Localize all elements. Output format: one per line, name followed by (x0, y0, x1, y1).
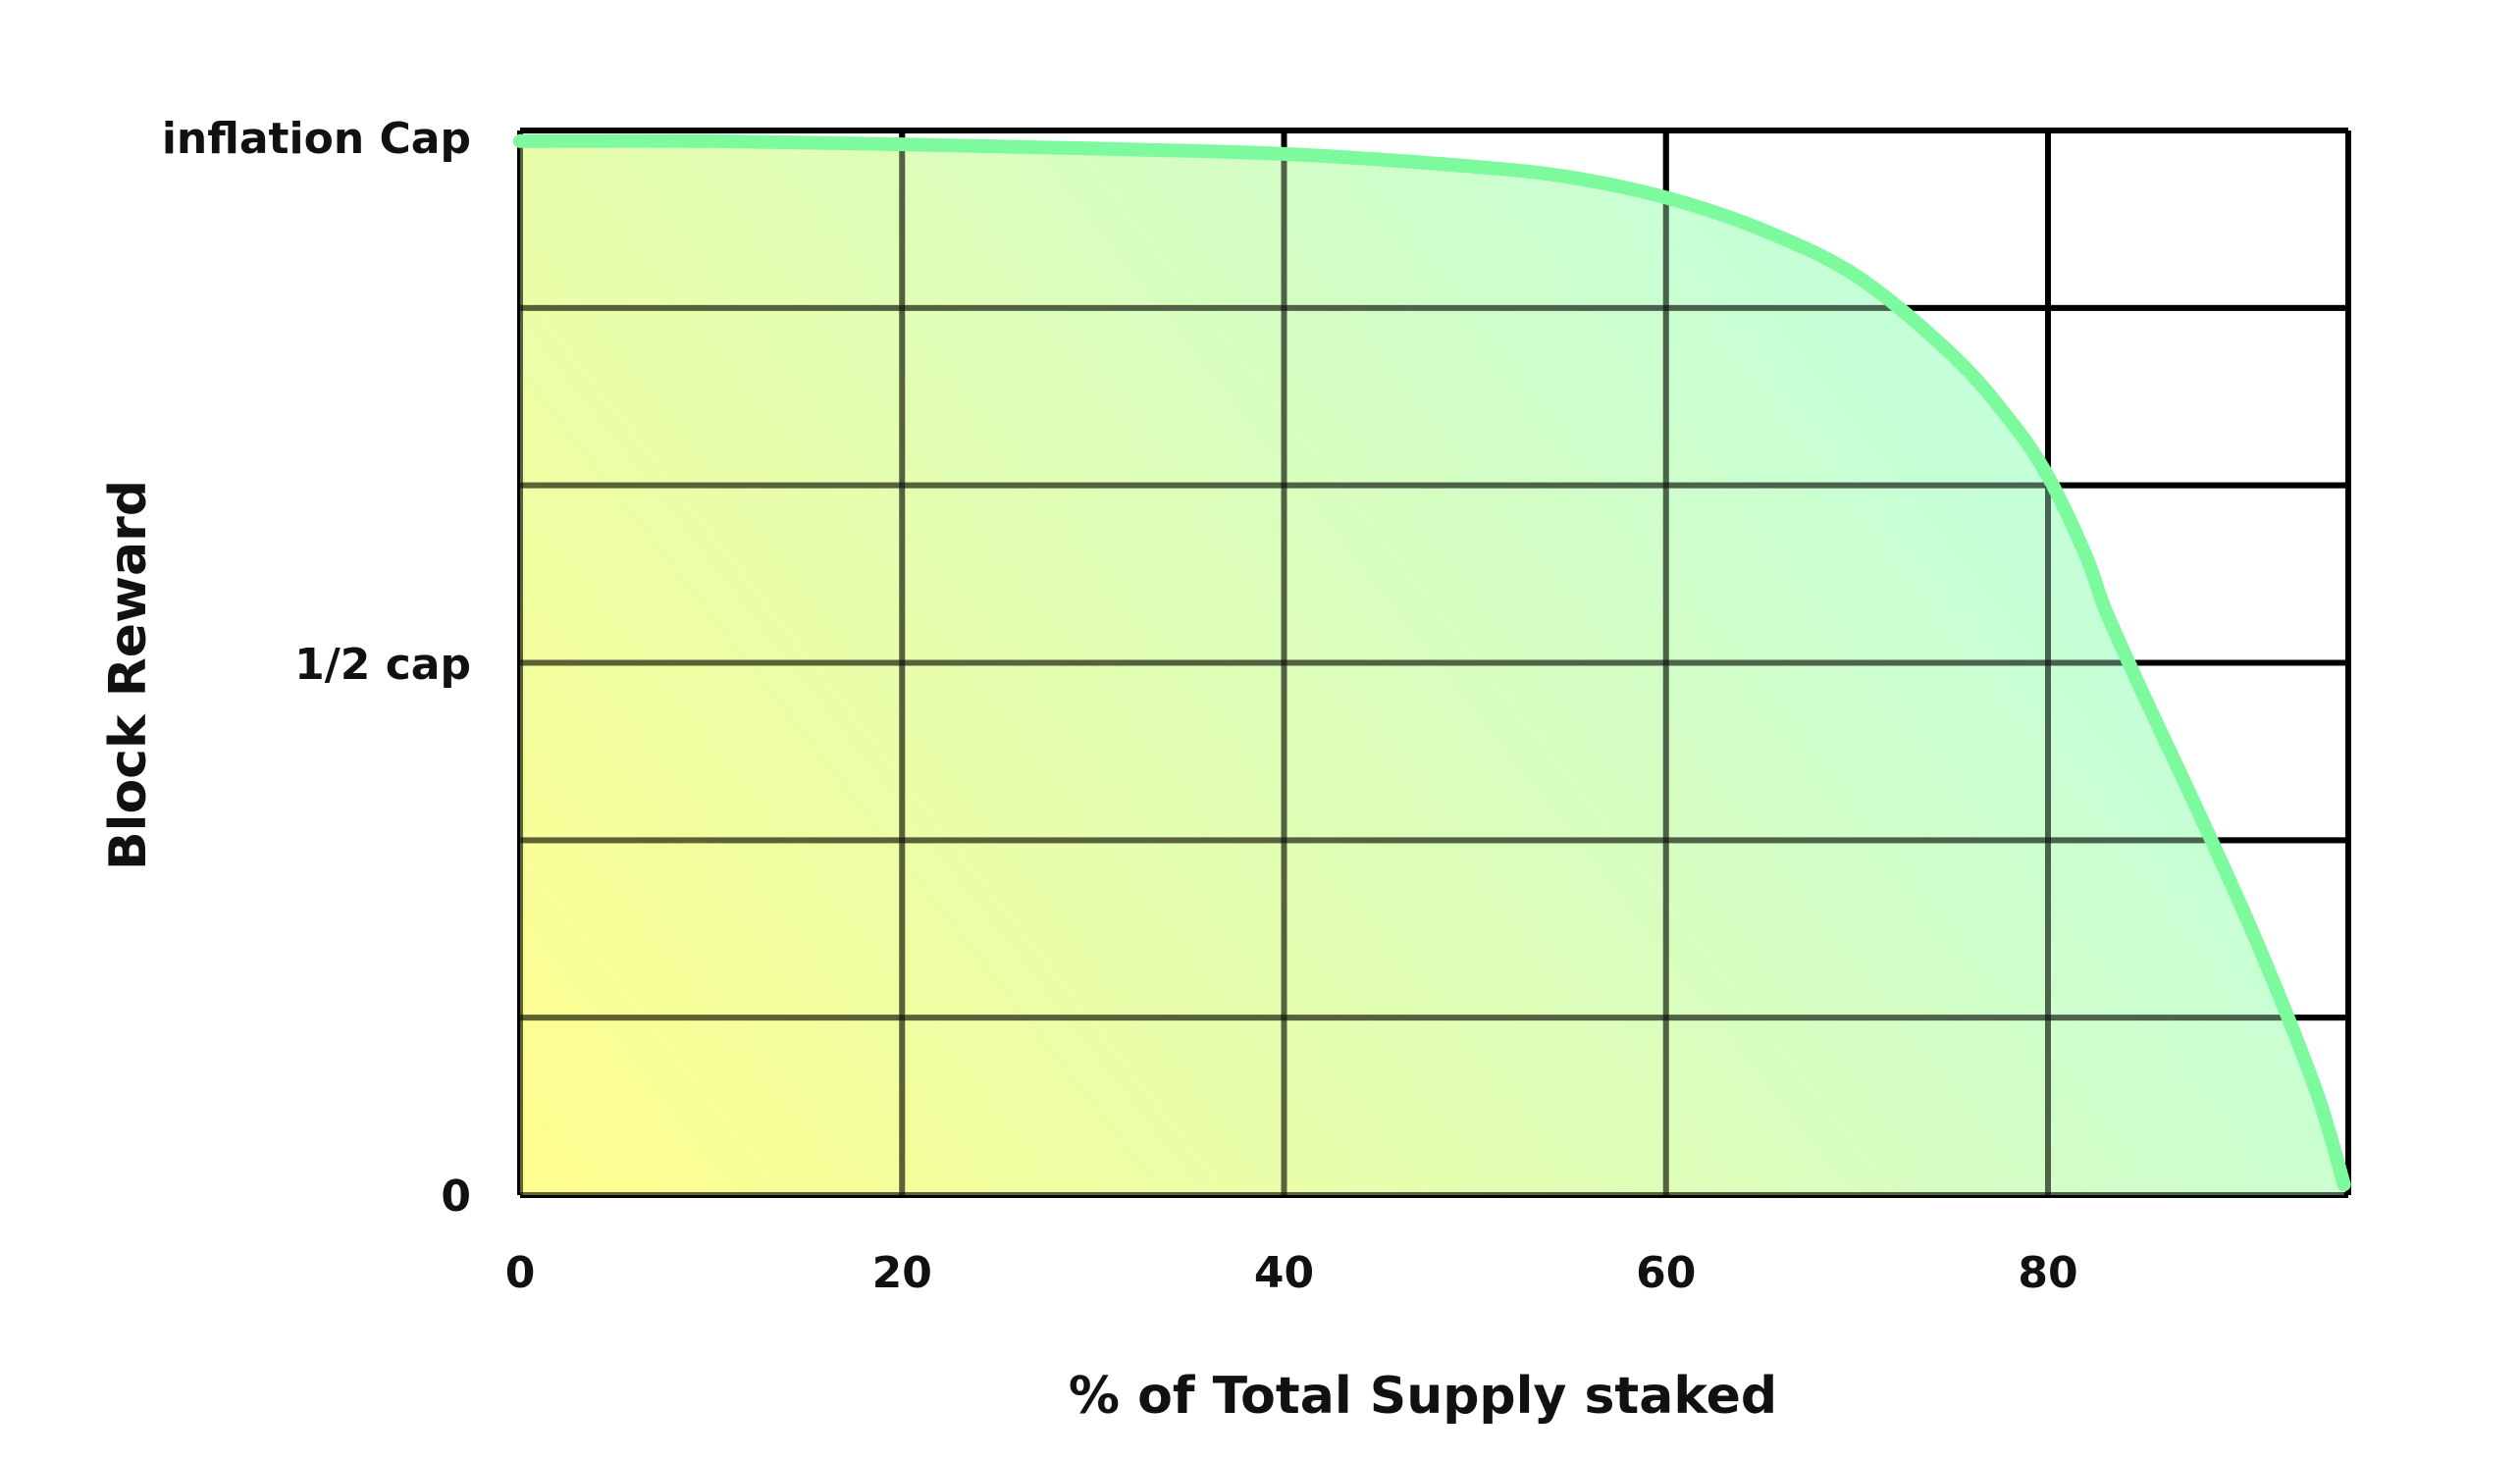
y-axis-ticks: 0 1/2 cap inflation Cap (162, 114, 471, 1222)
y-axis-title: Block Reward (99, 480, 158, 870)
y-tick-label: 1/2 cap (294, 640, 471, 690)
area-fill (520, 140, 2344, 1196)
x-tick-label: 80 (2018, 1248, 2077, 1298)
grid-overlay (517, 128, 2351, 1198)
y-tick-label: inflation Cap (162, 114, 471, 164)
y-tick-label: 0 (441, 1172, 471, 1222)
x-tick-label: 0 (505, 1248, 536, 1298)
series-line (513, 133, 2351, 1192)
x-axis-ticks: 0 20 40 60 80 (505, 1248, 2078, 1298)
x-axis-title: % of Total Supply staked (1069, 1367, 1777, 1426)
x-tick-label: 20 (872, 1248, 932, 1298)
x-tick-label: 60 (1636, 1248, 1696, 1298)
x-tick-label: 40 (1254, 1248, 1314, 1298)
